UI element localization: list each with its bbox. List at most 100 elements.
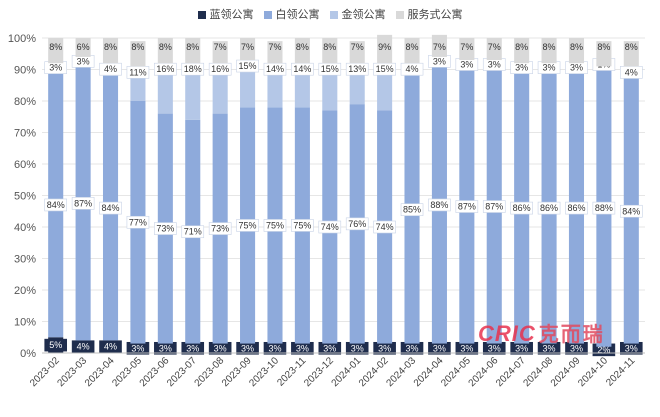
data-label-3-13: 8%	[406, 42, 419, 52]
data-label-0-0: 5%	[49, 340, 62, 350]
legend-label-0: 蓝领公寓	[209, 9, 254, 21]
x-tick-label-8: 2023-10	[247, 355, 281, 389]
data-label-box-1-3	[126, 215, 150, 229]
data-label-1-10: 74%	[321, 222, 339, 232]
data-label-1-4: 73%	[156, 224, 174, 234]
legend-swatch-2	[329, 11, 338, 19]
data-label-2-7: 15%	[239, 61, 257, 71]
y-tick-label-2: 20%	[14, 285, 36, 297]
data-label-2-1: 3%	[77, 56, 90, 66]
data-label-2-11: 13%	[348, 64, 366, 74]
bar-3-11	[349, 41, 365, 64]
data-label-0-20: 2%	[597, 345, 610, 355]
data-label-box-1-0	[44, 198, 68, 212]
bar-3-8	[267, 41, 283, 64]
data-label-0-1: 4%	[77, 342, 90, 352]
data-label-box-1-7	[236, 219, 259, 232]
legend-item-3: 服务式公寓	[395, 6, 463, 22]
bar-3-4	[157, 38, 173, 64]
data-label-box-1-10	[318, 220, 342, 234]
bar-3-19	[568, 38, 585, 64]
bar-3-13	[404, 38, 420, 64]
data-label-2-13: 4%	[406, 64, 419, 74]
legend-swatch-3	[395, 11, 404, 19]
data-label-1-20: 88%	[595, 203, 613, 213]
data-label-box-1-5	[181, 225, 205, 239]
data-label-2-0: 3%	[49, 63, 62, 73]
data-label-1-21: 84%	[622, 206, 640, 216]
data-label-2-5: 18%	[184, 64, 202, 74]
data-label-1-6: 73%	[211, 224, 229, 234]
data-label-0-21: 3%	[625, 343, 638, 353]
data-label-3-7: 7%	[241, 42, 254, 52]
data-label-1-16: 87%	[485, 202, 503, 212]
data-label-2-21: 4%	[625, 67, 638, 77]
legend-item-2: 金领公寓	[329, 6, 386, 22]
data-label-box-1-13	[400, 203, 424, 216]
data-label-2-19: 3%	[570, 63, 583, 73]
data-label-3-16: 7%	[488, 42, 501, 52]
data-label-box-1-16	[482, 200, 506, 213]
data-label-3-5: 8%	[186, 42, 199, 52]
bar-2-4	[157, 63, 173, 114]
data-label-2-12: 15%	[376, 64, 394, 74]
data-label-3-21: 8%	[625, 42, 638, 52]
legend: 蓝领公寓 白领公寓 金领公寓 服务式公寓	[0, 6, 660, 22]
data-label-box-0-0	[44, 338, 68, 352]
data-label-3-0: 8%	[49, 42, 62, 52]
data-label-0-7: 3%	[241, 343, 254, 353]
data-label-box-1-11	[345, 217, 369, 231]
data-label-1-19: 86%	[567, 203, 585, 213]
data-label-3-4: 8%	[159, 42, 172, 52]
bar-3-21	[623, 41, 639, 67]
data-label-2-8: 14%	[266, 64, 284, 74]
x-tick-label-20: 2024-10	[576, 355, 610, 389]
bar-3-15	[459, 38, 475, 61]
data-label-3-18: 8%	[543, 42, 556, 52]
data-label-0-18: 3%	[543, 343, 556, 353]
bar-3-16	[486, 38, 502, 61]
bar-3-18	[541, 38, 557, 64]
data-label-3-1: 6%	[77, 42, 90, 52]
bar-3-2	[102, 38, 119, 64]
legend-swatch-1	[263, 11, 272, 19]
y-tick-label-6: 60%	[14, 159, 36, 171]
data-label-2-4: 16%	[156, 64, 174, 74]
data-label-box-1-2	[99, 201, 122, 215]
data-label-1-0: 84%	[47, 200, 65, 210]
data-label-box-1-4	[154, 222, 177, 235]
data-label-2-17: 3%	[515, 63, 528, 73]
data-label-0-19: 3%	[570, 343, 583, 353]
data-label-box-1-19	[565, 201, 588, 215]
data-label-2-2: 4%	[104, 64, 117, 74]
data-label-box-1-15	[455, 200, 479, 213]
data-label-3-20: 8%	[597, 42, 610, 52]
data-label-0-8: 3%	[268, 343, 281, 353]
data-label-box-1-20	[592, 201, 616, 215]
data-label-3-12: 9%	[378, 42, 391, 52]
legend-item-1: 白领公寓	[263, 6, 320, 22]
data-label-3-19: 8%	[570, 42, 583, 52]
bar-3-5	[185, 38, 201, 64]
data-label-3-2: 8%	[104, 42, 117, 52]
y-tick-label-3: 30%	[14, 254, 36, 266]
x-tick-label-21: 2024-11	[604, 355, 638, 389]
data-label-1-9: 75%	[293, 220, 311, 230]
y-tick-label-0: 0%	[20, 348, 36, 360]
data-label-box-1-8	[263, 219, 287, 232]
y-tick-label-9: 90%	[14, 65, 36, 77]
data-label-box-1-17	[510, 201, 533, 215]
bar-3-14	[431, 34, 447, 57]
legend-label-1: 白领公寓	[275, 9, 320, 21]
data-label-0-3: 3%	[131, 343, 144, 353]
data-label-0-15: 3%	[460, 343, 473, 353]
bar-3-17	[514, 38, 530, 64]
data-label-1-1: 87%	[74, 198, 92, 208]
data-label-1-12: 74%	[376, 222, 394, 232]
bar-3-7	[240, 38, 256, 61]
data-label-1-14: 88%	[430, 200, 448, 210]
y-tick-label-8: 80%	[14, 96, 36, 108]
data-label-1-18: 86%	[540, 203, 558, 213]
data-label-box-2-12	[373, 62, 396, 76]
data-label-box-1-21	[619, 204, 643, 218]
